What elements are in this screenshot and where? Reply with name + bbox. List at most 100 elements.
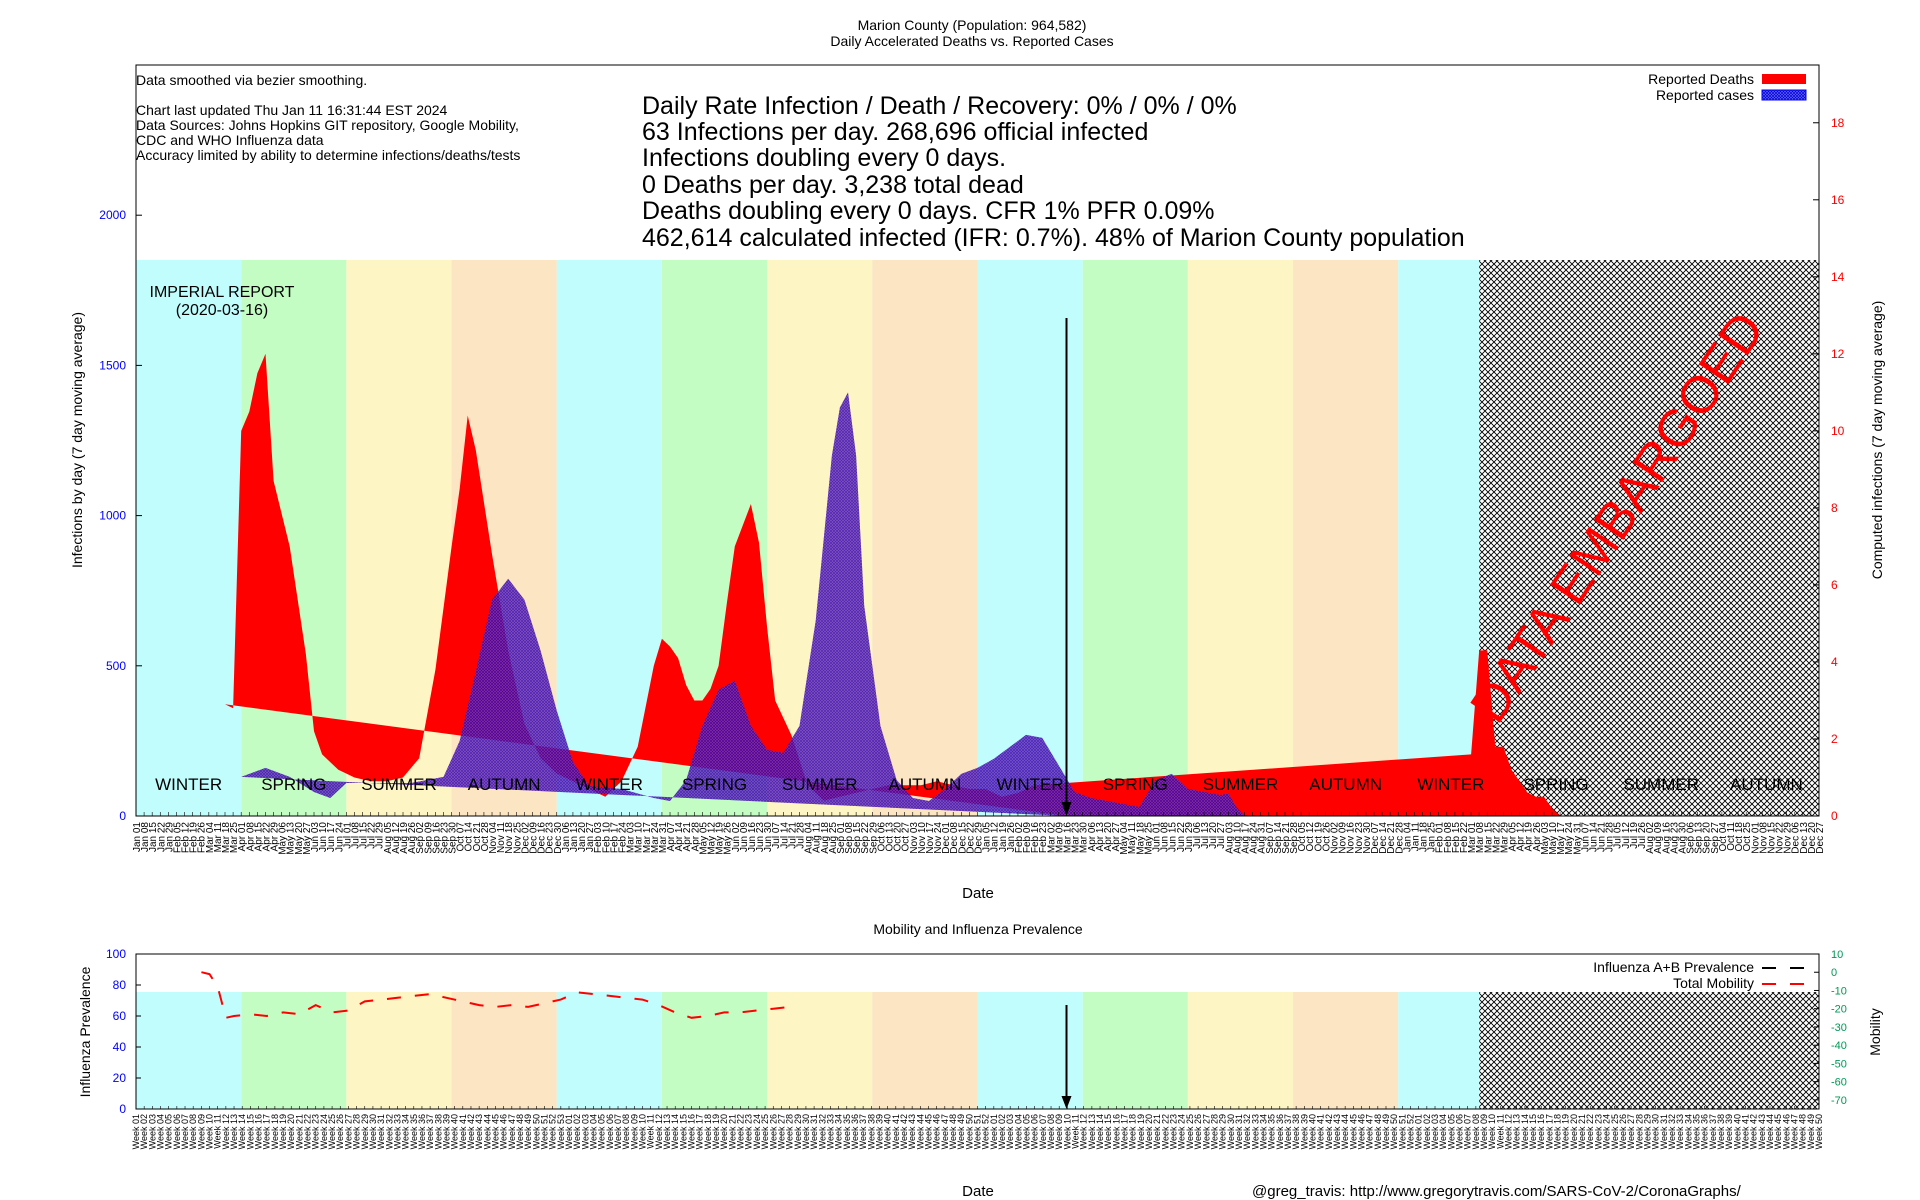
x-tick-label: Week 06 bbox=[172, 1114, 182, 1149]
x-tick-label: Jul 27 bbox=[1216, 822, 1227, 849]
x-tick-label: Week 49 bbox=[956, 1114, 966, 1149]
x-tick-label: Week 39 bbox=[1299, 1114, 1309, 1149]
x-tick-label: Jul 14 bbox=[779, 822, 790, 849]
x-tick-label: Aug 30 bbox=[1677, 822, 1688, 854]
notes-block: Data smoothed via bezier smoothing. Char… bbox=[136, 72, 520, 163]
y-tick-label: 500 bbox=[106, 659, 126, 673]
x-tick-label: Apr 21 bbox=[682, 822, 693, 852]
x-tick-label: Jun 08 bbox=[1160, 822, 1171, 852]
x-tick-label: Week 09 bbox=[629, 1114, 639, 1149]
season-label: SPRING bbox=[1103, 775, 1168, 794]
x-tick-label: Mar 04 bbox=[205, 822, 216, 854]
stats-line: 462,614 calculated infected (IFR: 0.7%).… bbox=[642, 224, 1465, 252]
x-tick-label: Jun 03 bbox=[310, 822, 321, 852]
x-tick-label: Aug 31 bbox=[1257, 822, 1268, 854]
x-tick-label: Apr 08 bbox=[245, 822, 256, 852]
y2-tick-label: 16 bbox=[1831, 193, 1845, 207]
x-tick-label: Week 33 bbox=[1250, 1114, 1260, 1149]
deaths-area bbox=[225, 353, 1561, 816]
x-tick-label: Week 35 bbox=[409, 1114, 419, 1149]
x-tick-label: Mar 30 bbox=[1079, 822, 1090, 854]
x-tick-label: Week 25 bbox=[327, 1114, 337, 1149]
x-tick-label: Week 12 bbox=[221, 1114, 231, 1149]
x-tick-label: Jan 06 bbox=[561, 822, 572, 852]
x-tick-label: Jul 07 bbox=[771, 822, 782, 849]
x-tick-label: Nov 29 bbox=[1783, 822, 1794, 854]
x-tick-label: Sep 01 bbox=[836, 822, 847, 854]
x-tick-label: Aug 24 bbox=[1249, 822, 1260, 854]
x-tick-label: Dec 28 bbox=[1394, 822, 1405, 854]
x-tick-label: Week 41 bbox=[891, 1114, 901, 1149]
season-band bbox=[136, 260, 242, 816]
x-tick-label: Week 48 bbox=[948, 1114, 958, 1149]
x-tick-label: Week 27 bbox=[343, 1114, 353, 1149]
season-bands bbox=[136, 260, 1480, 816]
x-tick-label: Mar 03 bbox=[626, 822, 637, 854]
x-tick-label: Week 37 bbox=[425, 1114, 435, 1149]
x-tick-label: Week 29 bbox=[793, 1114, 803, 1149]
x-tick-label: Dec 13 bbox=[1799, 822, 1810, 854]
x-tick-label: Jul 29 bbox=[375, 822, 386, 849]
x-tick-label: Week 38 bbox=[1716, 1114, 1726, 1149]
x-tick-label: Apr 26 bbox=[1532, 822, 1543, 852]
x-tick-label: Week 31 bbox=[376, 1114, 386, 1149]
y-tick-label: 1000 bbox=[99, 509, 126, 523]
x-tick-label: Sep 16 bbox=[431, 822, 442, 854]
x-tick-label: Week 12 bbox=[1504, 1114, 1514, 1149]
x-tick-label: Feb 17 bbox=[609, 822, 620, 854]
x-tick-label: May 10 bbox=[1548, 822, 1559, 855]
y2-tick-label: 6 bbox=[1831, 578, 1838, 592]
x-tick-label: Feb 09 bbox=[1022, 822, 1033, 854]
x-tick-label: Aug 17 bbox=[1241, 822, 1252, 854]
x-tick-label: Aug 02 bbox=[1645, 822, 1656, 854]
x-tick-label: Week 12 bbox=[654, 1114, 664, 1149]
x-tick-label: Jul 26 bbox=[1637, 822, 1648, 849]
x-tick-label: Nov 03 bbox=[909, 822, 920, 854]
x-tick-label: May 31 bbox=[1572, 822, 1583, 855]
x-tick-label: Aug 09 bbox=[1653, 822, 1664, 854]
x-tick-label: Week 01 bbox=[989, 1114, 999, 1149]
x-tick-label: Week 22 bbox=[1585, 1114, 1595, 1149]
x-tick-label: Jul 19 bbox=[1629, 822, 1640, 849]
x-tick-label: Week 28 bbox=[352, 1114, 362, 1149]
x-tick-label: Week 22 bbox=[303, 1114, 313, 1149]
x-tick-label: Week 29 bbox=[1642, 1114, 1652, 1149]
x-tick-label: Week 18 bbox=[1553, 1114, 1563, 1149]
x-tick-label: Dec 07 bbox=[1370, 822, 1381, 854]
note-line: Data Sources: Johns Hopkins GIT reposito… bbox=[136, 117, 519, 133]
x-tick-label: Week 17 bbox=[1120, 1114, 1130, 1149]
x-tick-label: Dec 22 bbox=[965, 822, 976, 854]
y-tick-label: 1500 bbox=[99, 358, 126, 372]
x-tick-label: Week 44 bbox=[915, 1114, 925, 1149]
x-tick-label: Jan 25 bbox=[1427, 822, 1438, 852]
x-tick-label: Week 28 bbox=[1634, 1114, 1644, 1149]
x-tick-label: Week 52 bbox=[981, 1114, 991, 1149]
x-tick-label: Week 16 bbox=[1536, 1114, 1546, 1149]
x-tick-label: Jun 21 bbox=[1597, 822, 1608, 852]
x-tick-label: Week 20 bbox=[1569, 1114, 1579, 1149]
x-tick-label: Aug 05 bbox=[383, 822, 394, 854]
y-tick-label: 60 bbox=[113, 1009, 127, 1023]
x-tick-label: Week 42 bbox=[1324, 1114, 1334, 1149]
x-tick-label: Jun 17 bbox=[326, 822, 337, 852]
note-line: Data smoothed via bezier smoothing. bbox=[136, 72, 367, 88]
x-tick-label: Jul 21 bbox=[787, 822, 798, 849]
x-tick-label: Sep 02 bbox=[415, 822, 426, 854]
x-tick-label: Week 25 bbox=[1185, 1114, 1195, 1149]
x-tick-label: Jun 02 bbox=[731, 822, 742, 852]
x-tick-label: May 11 bbox=[1127, 822, 1138, 854]
x-tick-label: Week 19 bbox=[1561, 1114, 1571, 1149]
x-tick-label: Week 50 bbox=[964, 1114, 974, 1149]
y2-tick-label: 14 bbox=[1831, 270, 1845, 284]
legend-label-cases: Reported cases bbox=[1656, 87, 1754, 103]
season-band bbox=[136, 992, 242, 1109]
y-axis-ticks: 0 20 40 60 80 100 bbox=[106, 947, 141, 1116]
x-tick-label: Jul 08 bbox=[351, 822, 362, 849]
x-tick-label: Week 03 bbox=[1430, 1114, 1440, 1149]
x-tick-label: May 13 bbox=[286, 822, 297, 855]
x-tick-label: Sep 28 bbox=[1289, 822, 1300, 854]
y2-tick-label: 2 bbox=[1831, 732, 1838, 746]
x-tick-label: May 25 bbox=[1143, 822, 1154, 855]
x-tick-label: Feb 22 bbox=[1459, 822, 1470, 854]
